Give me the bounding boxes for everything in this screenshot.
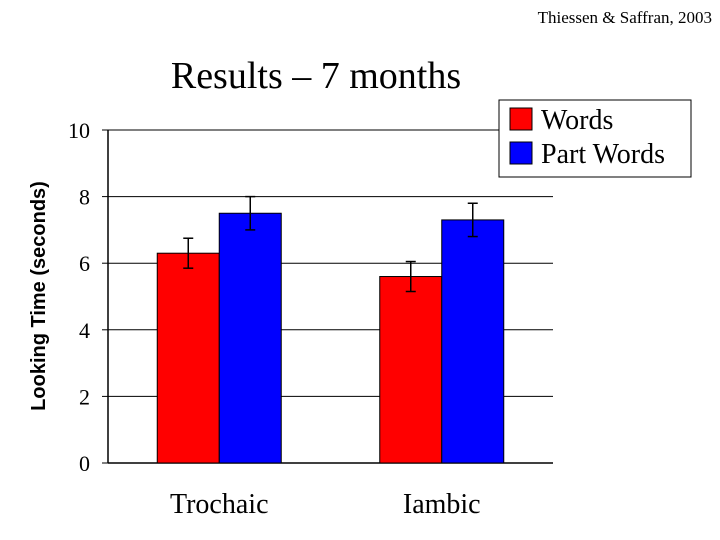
category-label: Iambic: [403, 489, 481, 520]
citation: Thiessen & Saffran, 2003: [537, 8, 712, 27]
legend-swatch: [509, 107, 533, 131]
bars: [156, 212, 505, 464]
bar-words: [379, 276, 443, 464]
bar-words: [156, 252, 220, 464]
y-tick-label: 0: [79, 451, 90, 476]
y-tick-label: 6: [79, 251, 90, 276]
y-axis-ticks: 0 2 4 6 8 10: [68, 118, 108, 476]
category-label: Trochaic: [170, 489, 269, 520]
error-bars: [183, 195, 478, 293]
chart-title-text: Results – 7 months: [170, 55, 462, 97]
category-labels: Trochaic Iambic: [170, 489, 481, 520]
bar-part-words: [218, 212, 282, 464]
legend-label: Part Words: [541, 139, 665, 170]
y-tick-label: 10: [68, 118, 90, 143]
y-axis-label: Looking Time (seconds): [28, 181, 50, 411]
y-tick-label: 2: [79, 384, 90, 409]
y-tick-label: 4: [79, 318, 90, 343]
legend-swatch: [509, 141, 533, 165]
chart-title: Results – 7 months: [0, 54, 720, 98]
y-tick-label: 8: [79, 185, 90, 210]
legend-label: Words: [541, 105, 613, 136]
bar-part-words: [441, 219, 505, 464]
